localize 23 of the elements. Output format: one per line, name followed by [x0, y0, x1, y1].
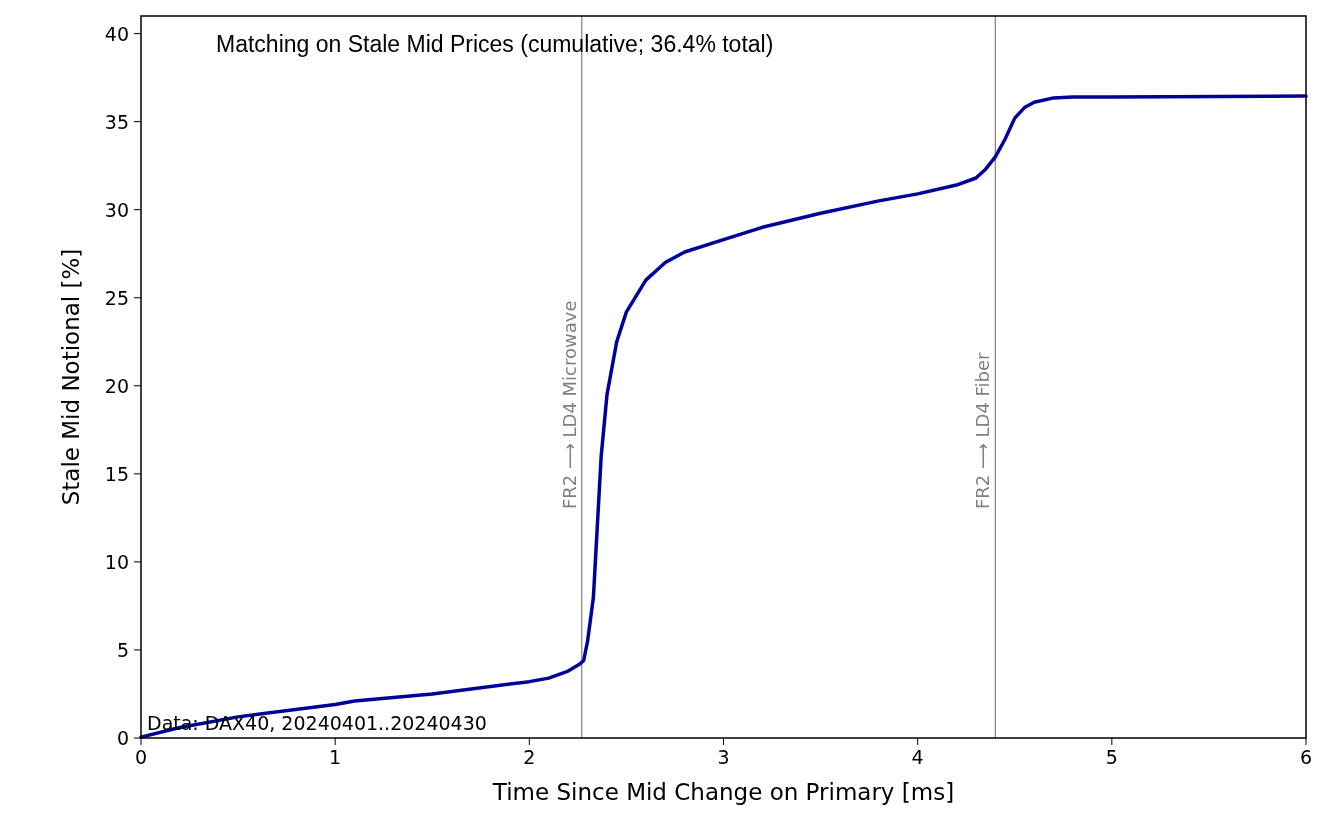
ref-line-label: FR2 ⟶ LD4 Microwave	[558, 300, 580, 510]
ref-line-label: FR2 ⟶ LD4 Fiber	[972, 351, 994, 510]
x-tick-label: 0	[134, 746, 148, 768]
line-series	[139, 94, 1308, 739]
y-axis-title: Stale Mid Notional [%]	[58, 248, 84, 506]
y-tick-label: 35	[104, 110, 129, 133]
y-tick-label: 15	[104, 462, 129, 485]
x-tick-label: 5	[1105, 746, 1118, 768]
x-tick-label: 4	[911, 746, 924, 768]
y-tick-label: 10	[104, 550, 129, 573]
x-tick-label: 2	[523, 746, 536, 768]
x-tick-label: 6	[1299, 746, 1313, 768]
y-tick-label: 0	[116, 727, 129, 749]
annotation: Data: DAX40, 20240401..20240430	[147, 712, 487, 734]
y-tick-label: 25	[104, 286, 129, 309]
text: Matching on Stale Mid Prices (cumulative; 36.4% total)	[216, 31, 774, 57]
x-tick-label: 3	[717, 746, 730, 768]
y-tick-label: 20	[104, 374, 129, 397]
x-tick-label: 1	[329, 746, 342, 768]
y-tick-label: 5	[116, 638, 129, 661]
y-tick-label: 40	[104, 22, 129, 45]
x-axis-title: Time Since Mid Change on Primary [ms]	[491, 779, 955, 805]
y-tick-label: 30	[104, 198, 129, 221]
